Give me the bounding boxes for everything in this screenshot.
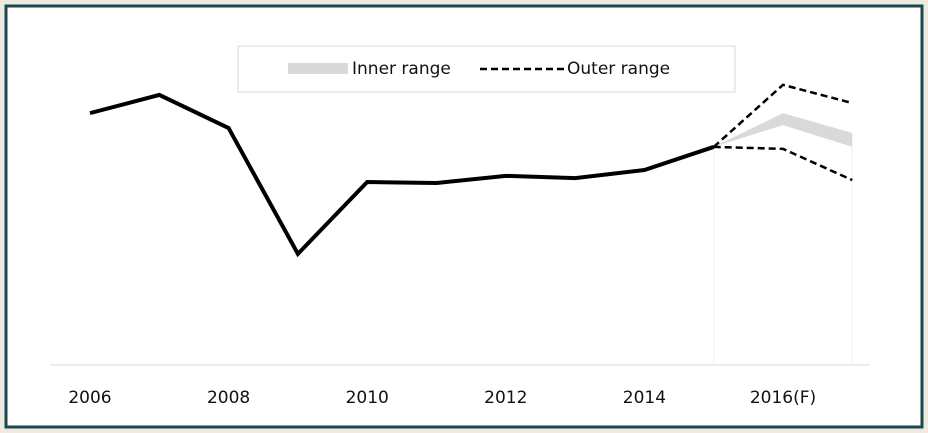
legend-swatch <box>288 63 348 74</box>
x-tick-label: 2010 <box>346 388 389 408</box>
x-tick-label: 2012 <box>484 388 527 408</box>
outer-range-line <box>712 83 853 148</box>
legend-label: Inner range <box>352 59 451 79</box>
main-line <box>89 92 715 258</box>
inner-range-band <box>713 113 853 147</box>
outer-range-line <box>713 145 853 182</box>
x-tick-label: 2006 <box>68 388 111 408</box>
x-tick-label: 2014 <box>623 388 666 408</box>
legend-label: Outer range <box>567 59 670 79</box>
x-tick-label: 2016(F) <box>750 388 816 408</box>
x-tick-label: 2008 <box>207 388 250 408</box>
